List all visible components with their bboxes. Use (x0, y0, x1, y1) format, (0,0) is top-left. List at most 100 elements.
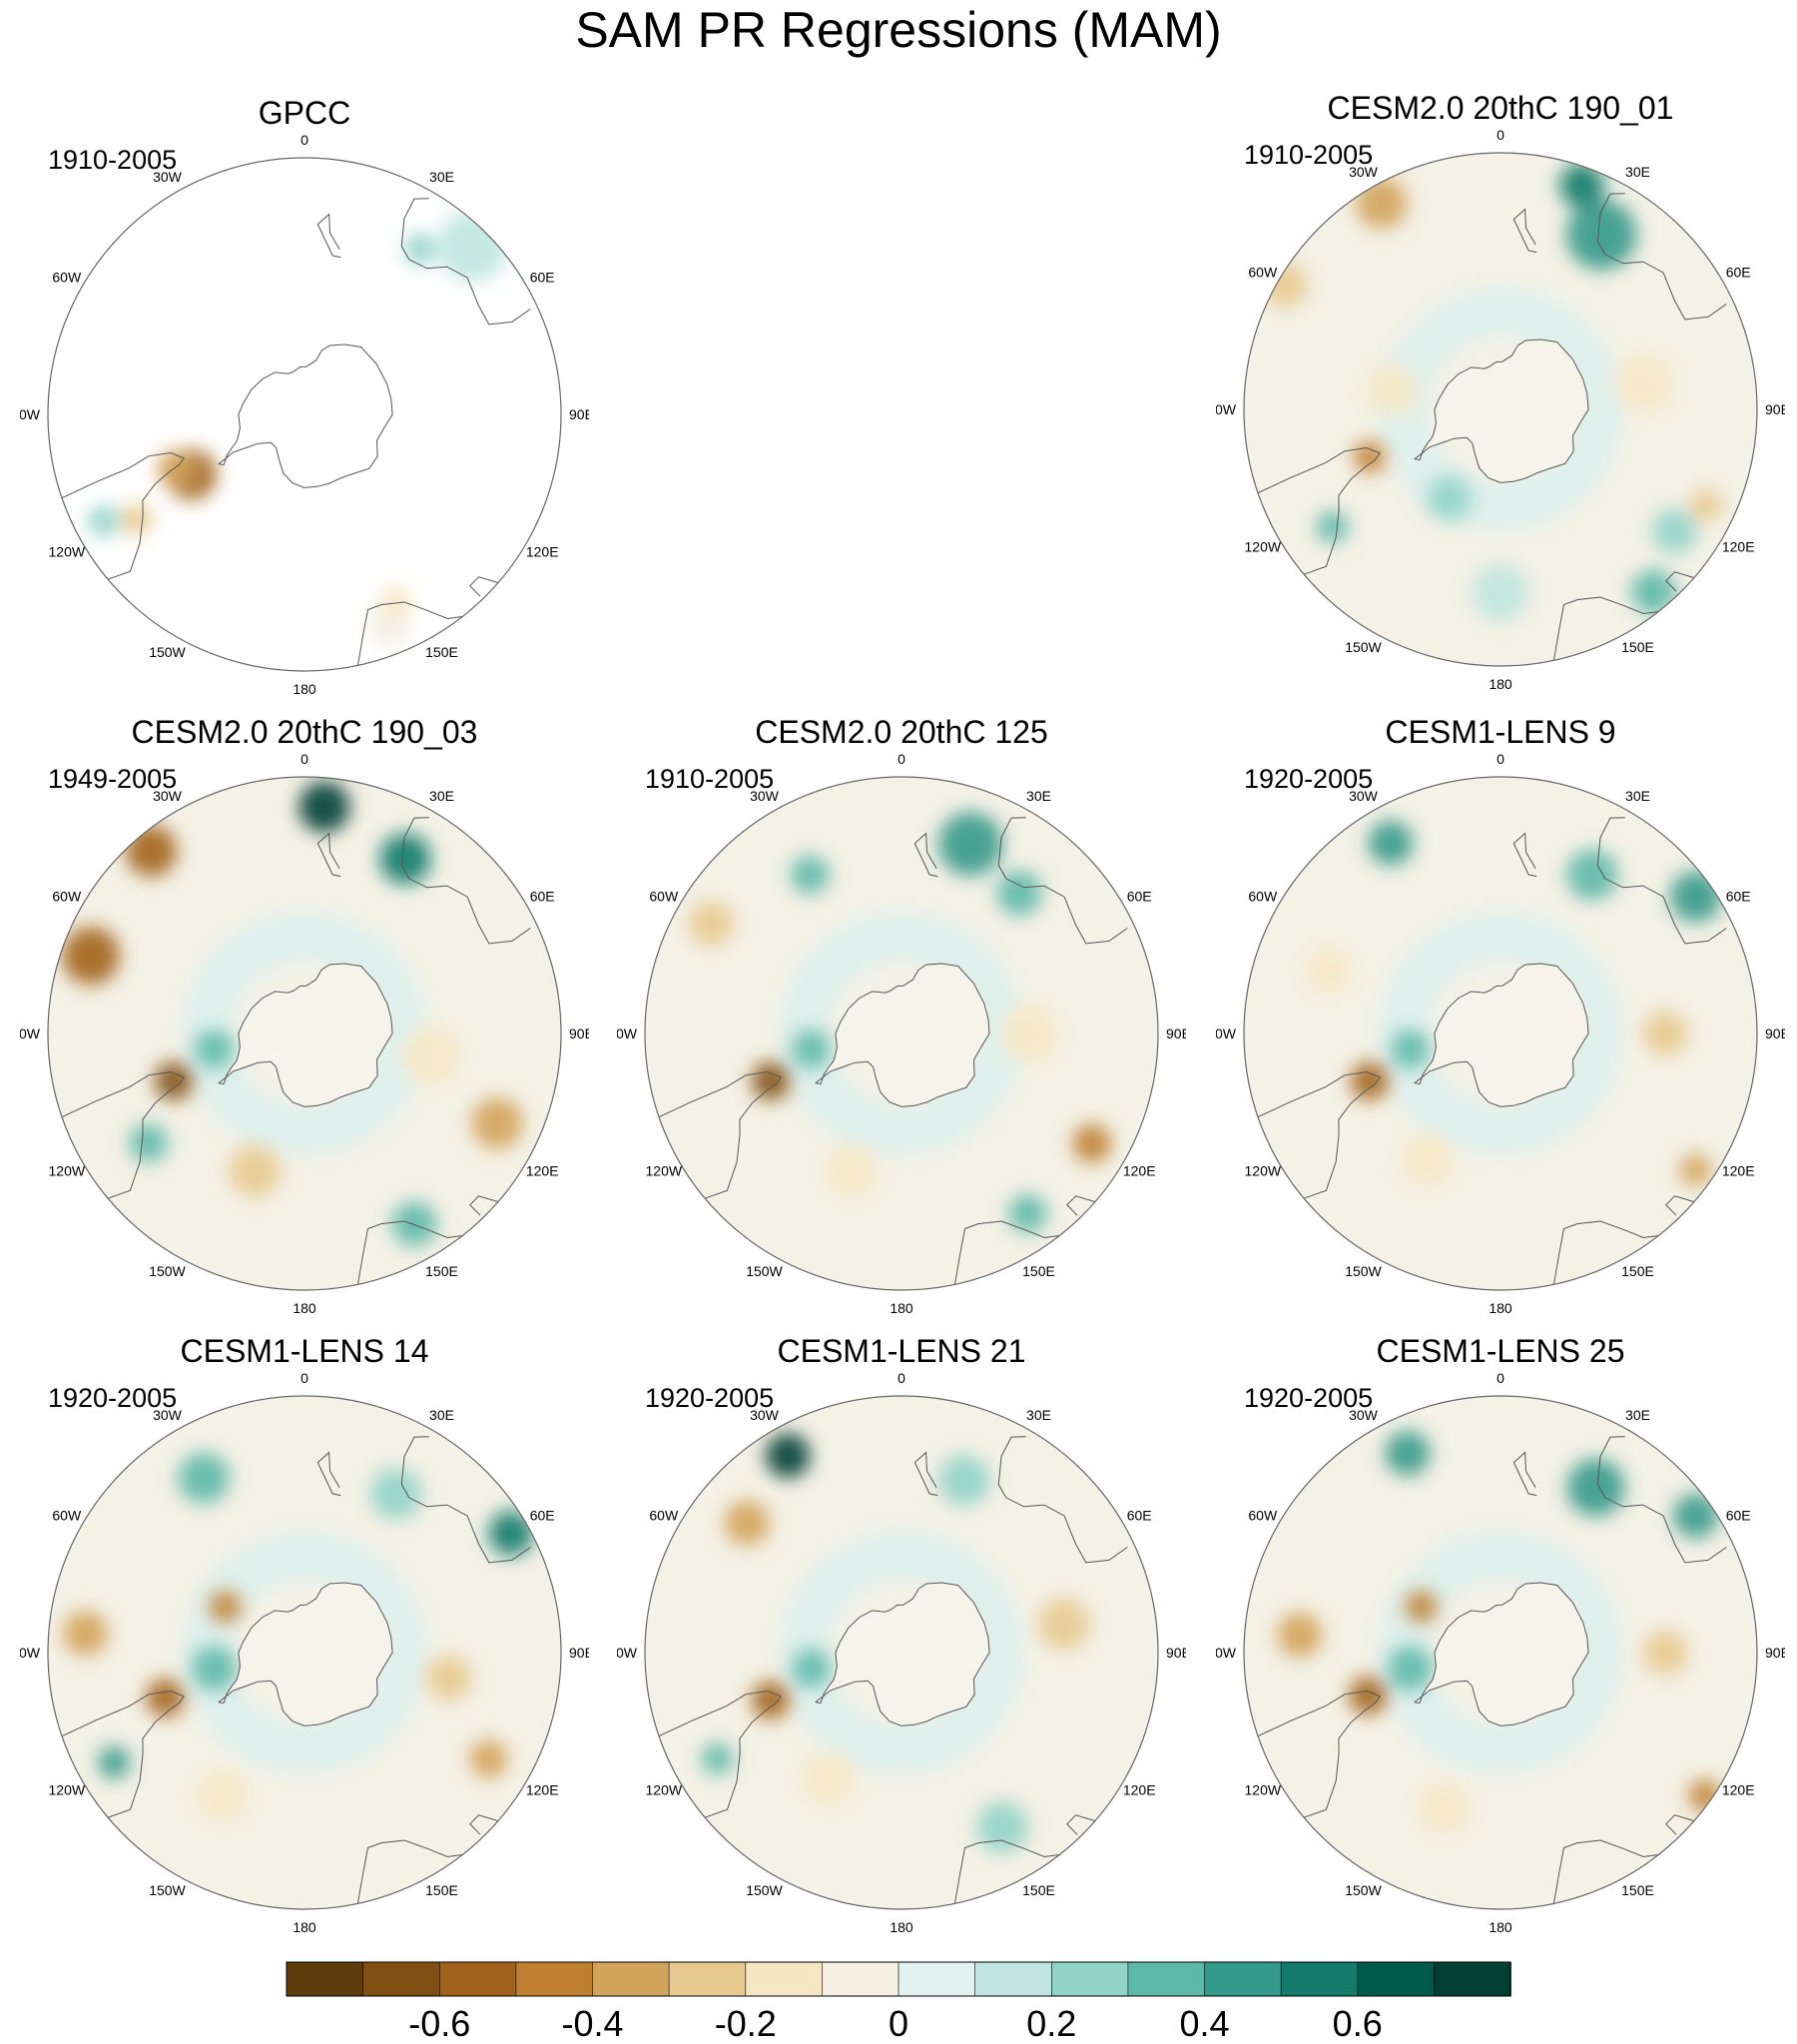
africa-coastline (953, 1220, 1060, 1285)
colorbar-swatch (822, 1961, 899, 1997)
anomaly-patch (792, 1029, 831, 1069)
longitude-label: 120W (646, 1782, 683, 1798)
anomaly-patch (1038, 1598, 1090, 1650)
longitude-label: 120W (1245, 1163, 1282, 1179)
anomaly-patch (196, 1769, 248, 1821)
panel-period: 1920-2005 (645, 1383, 775, 1413)
longitude-label: 150W (1345, 639, 1382, 655)
longitude-label: 90E (569, 1025, 589, 1041)
map-panel: 0 30E 60E 90E 120E 150E 180 150W 120W 90W 60W 30W CE… (20, 1333, 589, 1932)
longitude-label: 30E (429, 1407, 454, 1423)
anomaly-patch (1391, 1029, 1430, 1069)
anomaly-patch (803, 1753, 855, 1805)
map-outline (1243, 1395, 1758, 1910)
longitude-label: 0 (300, 132, 308, 148)
anomaly-patch (826, 1145, 878, 1197)
figure-title: SAM PR Regressions (MAM) (575, 2, 1222, 58)
longitude-label: 30W (1349, 164, 1379, 180)
australia-coastline (400, 198, 531, 326)
new-zealand-coastline (1512, 208, 1537, 254)
longitude-label: 60W (52, 889, 82, 905)
anomaly-patch (765, 1433, 811, 1479)
colorbar-tick-label: 0 (889, 2003, 908, 2044)
longitude-label: 30E (1026, 1407, 1051, 1423)
longitude-label: 180 (1489, 1919, 1512, 1932)
south-america-coastline (61, 1690, 185, 1818)
colorbar-swatch (668, 1961, 747, 1997)
longitude-label: 120W (1245, 539, 1282, 555)
anomaly-patch (751, 1061, 791, 1100)
longitude-label: 30W (1349, 1407, 1379, 1423)
africa-coastline (1552, 1839, 1659, 1904)
south-america-coastline (61, 1070, 185, 1199)
panel-period: 1920-2005 (48, 1383, 178, 1413)
anomaly-patch (1353, 440, 1386, 473)
map-outline (1243, 152, 1758, 667)
anomaly-patch (129, 1123, 168, 1162)
panel-title: CESM1-LENS 25 (1376, 1333, 1625, 1369)
new-zealand-coastline (1512, 832, 1537, 878)
anomaly-patch (1565, 199, 1637, 271)
antarctica-coastline (815, 1582, 990, 1726)
longitude-label: 180 (1489, 1300, 1512, 1313)
map-outline (47, 157, 562, 672)
longitude-label: 0 (898, 1370, 905, 1386)
colorbar-tick-label: 0.6 (1333, 2003, 1383, 2044)
longitude-label: 60W (52, 270, 82, 286)
anomaly-patch (1642, 1011, 1688, 1056)
longitude-label: 0 (898, 751, 905, 767)
colorbar-tick-label: -0.2 (715, 2003, 777, 2044)
longitude-label: 150W (149, 1882, 186, 1898)
anomaly-patch (1652, 508, 1697, 554)
africa-coastline (953, 1839, 1060, 1904)
anomaly-patch (1402, 1134, 1454, 1186)
australia-coastline (400, 817, 531, 945)
polar-map: 0 30E 60E 90E 120E 150E 180 150W 120W 90W 60W 30W (20, 751, 589, 1313)
polar-map: 0 30E 60E 90E 120E 150E 180 150W 120W 90W 60W 30W (20, 132, 589, 694)
colorbar-tick-label: 0.2 (1026, 2003, 1076, 2044)
anomaly-patch (1008, 1194, 1047, 1233)
longitude-label: 180 (1489, 676, 1512, 689)
longitude-label: 150E (1621, 639, 1654, 655)
anomaly-patch (120, 503, 153, 536)
madagascar-coastline (1665, 1195, 1695, 1216)
map-outline (47, 776, 562, 1291)
anomaly-patch (938, 1454, 990, 1507)
longitude-label: 120W (49, 544, 86, 560)
longitude-label: 120E (526, 1782, 559, 1798)
anomaly-patch (1673, 1493, 1718, 1539)
map-panel: 0 30E 60E 90E 120E 150E 180 150W 120W 90W 60W 30W GP… (20, 95, 589, 694)
anomaly-patch (192, 1646, 238, 1692)
longitude-label: 150E (425, 1882, 458, 1898)
south-america-coastline (61, 451, 185, 580)
panel-title: CESM2.0 20thC 190_01 (1327, 90, 1674, 126)
antarctica-coastline (218, 963, 393, 1107)
longitude-label: 0 (1497, 127, 1504, 143)
anomaly-patch (426, 1656, 471, 1701)
colorbar-tick-label: -0.6 (408, 2003, 470, 2044)
madagascar-coastline (1665, 1814, 1695, 1835)
colorbar-swatch (362, 1961, 441, 1997)
anomaly-patch (1366, 364, 1419, 416)
polar-map: 0 30E 60E 90E 120E 150E 180 150W 120W 90W 60W 30W (1216, 751, 1785, 1313)
antarctica-coastline (218, 343, 393, 488)
longitude-label: 30E (1625, 788, 1650, 804)
longitude-label: 120E (1123, 1782, 1156, 1798)
anomaly-patch (1642, 1630, 1688, 1676)
colorbar-swatch (974, 1961, 1052, 1997)
longitude-label: 150W (1345, 1882, 1382, 1898)
madagascar-coastline (1665, 571, 1695, 592)
map-panel: 0 30E 60E 90E 120E 150E 180 150W 120W 90W 60W 30W CE… (617, 1333, 1186, 1932)
polar-map: 0 30E 60E 90E 120E 150E 180 150W 120W 90W 60W 30W (617, 751, 1186, 1313)
madagascar-coastline (469, 576, 499, 597)
anomaly-patch (126, 825, 178, 877)
polar-map: 0 30E 60E 90E 120E 150E 180 150W 120W 90W 60W 30W (1216, 1370, 1785, 1932)
antarctica-coastline (1414, 963, 1589, 1107)
anomaly-patch (1679, 1153, 1712, 1186)
longitude-label: 120W (646, 1163, 683, 1179)
panel-title: CESM1-LENS 9 (1385, 714, 1616, 750)
anomaly-patch (1000, 1005, 1059, 1062)
australia-coastline (1596, 1436, 1727, 1564)
anomaly-patch (1669, 871, 1722, 923)
south-america-coastline (1257, 1070, 1381, 1199)
